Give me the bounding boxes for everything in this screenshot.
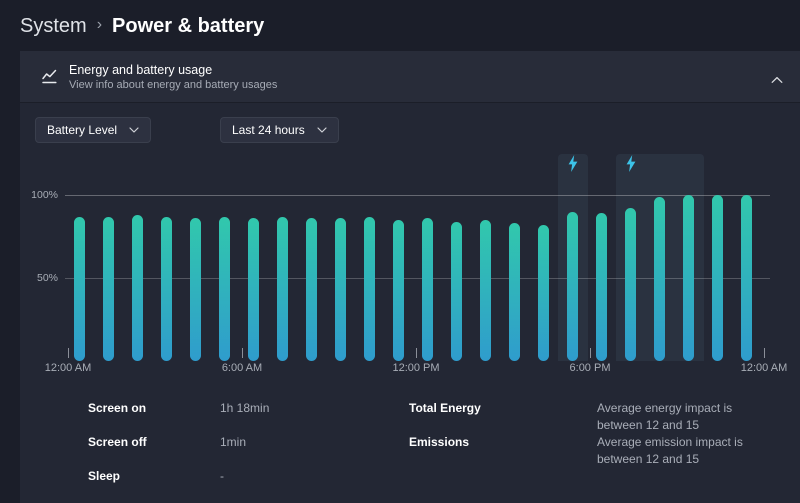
breadcrumb-system[interactable]: System xyxy=(20,14,87,37)
x-axis-tick xyxy=(590,348,591,358)
chevron-down-icon xyxy=(129,127,139,133)
x-axis-tick xyxy=(764,348,765,358)
battery-level-bar xyxy=(190,218,202,361)
stat-label: Total Energy xyxy=(409,401,481,415)
battery-level-bar xyxy=(422,218,434,361)
energy-usage-expander-header[interactable]: Energy and battery usage View info about… xyxy=(20,51,800,103)
x-axis-tick xyxy=(242,348,243,358)
x-axis-label: 12:00 PM xyxy=(392,362,440,374)
line-chart-icon xyxy=(41,68,60,85)
metric-dropdown-value: Battery Level xyxy=(47,123,118,137)
x-axis-tick xyxy=(68,348,69,358)
time-range-dropdown-value: Last 24 hours xyxy=(232,123,305,137)
x-axis-tick xyxy=(416,348,417,358)
stat-value: 1min xyxy=(220,435,247,449)
battery-level-bar xyxy=(596,213,608,361)
battery-level-bar xyxy=(741,195,753,361)
battery-level-bar xyxy=(538,224,550,361)
charging-bolt-icon xyxy=(568,155,578,172)
breadcrumb-separator-icon: › xyxy=(96,16,103,33)
breadcrumb: System › Power & battery xyxy=(20,11,264,41)
battery-level-bar xyxy=(335,218,347,361)
battery-level-bar xyxy=(480,219,492,361)
battery-level-bar xyxy=(161,216,173,361)
stat-label: Screen on xyxy=(88,401,147,415)
battery-level-bar xyxy=(509,223,521,361)
y-axis-label: 50% xyxy=(36,272,58,284)
time-range-dropdown[interactable]: Last 24 hours xyxy=(220,117,339,143)
expander-subtitle: View info about energy and battery usage… xyxy=(69,78,278,91)
energy-battery-usage-card: Energy and battery usage View info about… xyxy=(20,51,800,503)
page-title: Power & battery xyxy=(112,14,265,37)
chevron-up-icon[interactable] xyxy=(771,71,783,83)
stat-value: - xyxy=(220,469,224,483)
battery-level-bar xyxy=(306,218,318,361)
x-axis-label: 6:00 AM xyxy=(221,362,263,374)
expander-text: Energy and battery usage View info about… xyxy=(69,63,277,91)
stat-value: Average emission impact is between 12 an… xyxy=(597,435,743,466)
battery-level-bar xyxy=(654,196,666,361)
battery-level-bar xyxy=(277,216,289,361)
battery-level-bar xyxy=(451,221,463,361)
battery-level-bar xyxy=(364,216,376,361)
battery-level-bar xyxy=(567,211,579,361)
battery-level-bar xyxy=(712,195,724,361)
stat-value: Average energy impact is between 12 and … xyxy=(597,401,733,432)
stat-label: Emissions xyxy=(409,435,470,449)
stat-label: Screen off xyxy=(88,435,147,449)
battery-level-bar xyxy=(625,208,637,361)
battery-level-bar xyxy=(248,218,260,361)
battery-level-bar xyxy=(683,195,695,361)
charging-bolt-icon xyxy=(626,155,636,172)
y-axis-label: 100% xyxy=(31,189,58,201)
x-axis-label: 6:00 PM xyxy=(569,362,611,374)
stat-label: Sleep xyxy=(88,469,121,483)
expander-title: Energy and battery usage xyxy=(69,62,213,77)
battery-level-chart: 100% 50% 12:00 AM 6:00 AM 12:00 PM 6:00 PM 12:… xyxy=(20,150,800,385)
y-gridline xyxy=(65,278,770,279)
x-axis-label: 12:00 AM xyxy=(740,362,788,374)
battery-level-bar xyxy=(393,219,405,361)
battery-level-bar xyxy=(219,216,231,361)
x-axis-label: 12:00 AM xyxy=(44,362,92,374)
battery-level-bar xyxy=(132,214,144,361)
metric-dropdown[interactable]: Battery Level xyxy=(35,117,152,143)
chevron-down-icon xyxy=(317,127,327,133)
stat-value: 1h 18min xyxy=(220,401,270,415)
battery-level-bar xyxy=(103,216,115,361)
battery-level-bar xyxy=(74,216,86,361)
y-gridline xyxy=(65,195,770,196)
